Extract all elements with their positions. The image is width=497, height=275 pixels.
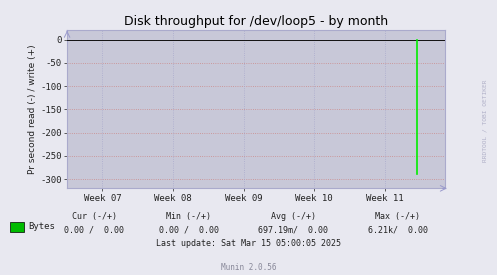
Y-axis label: Pr second read (-) / write (+): Pr second read (-) / write (+) bbox=[28, 45, 37, 174]
Text: Bytes: Bytes bbox=[28, 222, 55, 231]
Text: 0.00 /  0.00: 0.00 / 0.00 bbox=[159, 226, 219, 234]
Text: Avg (-/+): Avg (-/+) bbox=[271, 212, 316, 221]
Text: Cur (-/+): Cur (-/+) bbox=[72, 212, 117, 221]
Text: 6.21k/  0.00: 6.21k/ 0.00 bbox=[368, 226, 427, 234]
Text: Max (-/+): Max (-/+) bbox=[375, 212, 420, 221]
Title: Disk throughput for /dev/loop5 - by month: Disk throughput for /dev/loop5 - by mont… bbox=[124, 15, 388, 28]
Text: 0.00 /  0.00: 0.00 / 0.00 bbox=[65, 226, 124, 234]
Text: Min (-/+): Min (-/+) bbox=[166, 212, 211, 221]
Text: 697.19m/  0.00: 697.19m/ 0.00 bbox=[258, 226, 328, 234]
Text: Last update: Sat Mar 15 05:00:05 2025: Last update: Sat Mar 15 05:00:05 2025 bbox=[156, 239, 341, 248]
Text: RRDTOOL / TOBI OETIKER: RRDTOOL / TOBI OETIKER bbox=[482, 80, 487, 162]
Text: Munin 2.0.56: Munin 2.0.56 bbox=[221, 263, 276, 271]
